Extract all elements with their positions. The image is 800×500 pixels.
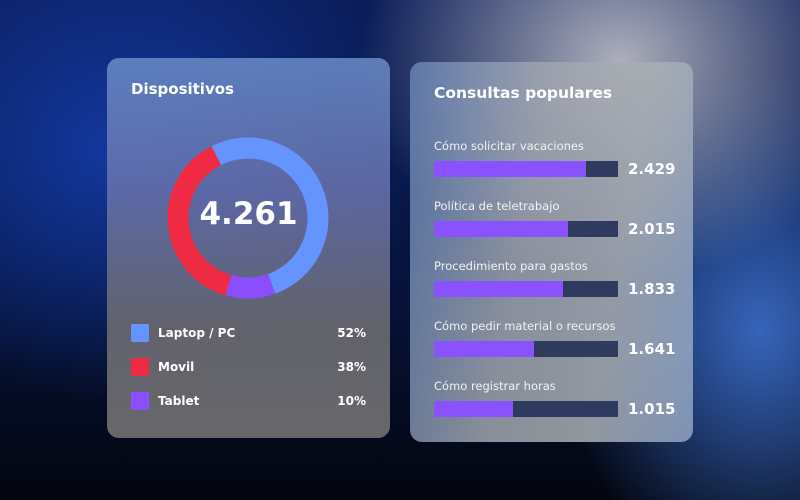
legend-swatch <box>131 392 149 410</box>
legend-label: Tablet <box>158 394 200 408</box>
legend-item-laptop: Laptop / PC 52% <box>131 323 366 343</box>
query-count: 2.429 <box>628 160 676 178</box>
query-bar-fill <box>434 341 534 357</box>
query-bar-track <box>434 221 618 237</box>
legend-pct: 52% <box>337 326 366 340</box>
query-count: 2.015 <box>628 220 676 238</box>
legend-item-tablet: Tablet 10% <box>131 391 366 411</box>
legend-label: Laptop / PC <box>158 326 236 340</box>
popular-title: Consultas populares <box>434 84 613 102</box>
query-count: 1.641 <box>628 340 676 358</box>
query-label: Cómo registrar horas <box>434 379 556 393</box>
devices-title: Dispositivos <box>131 80 234 98</box>
query-bar-fill <box>434 161 586 177</box>
query-label: Política de teletrabajo <box>434 199 560 213</box>
legend-swatch <box>131 358 149 376</box>
legend-pct: 38% <box>337 360 366 374</box>
query-bar-track <box>434 281 618 297</box>
query-bar-fill <box>434 281 563 297</box>
query-item: Procedimiento para gastos 1.833 <box>434 259 676 298</box>
popular-queries-card: Consultas populares Cómo solicitar vacac… <box>410 62 693 442</box>
devices-donut-chart <box>167 137 329 299</box>
legend-label: Movil <box>158 360 195 374</box>
donut-segment-tablet <box>225 273 276 299</box>
query-item: Política de teletrabajo 2.015 <box>434 199 676 238</box>
donut-segment-movil <box>167 146 232 296</box>
query-bar-track <box>434 401 618 417</box>
query-bar-track <box>434 341 618 357</box>
query-item: Cómo solicitar vacaciones 2.429 <box>434 139 676 178</box>
query-count: 1.833 <box>628 280 676 298</box>
query-bar-track <box>434 161 618 177</box>
donut-segment-laptop-pc <box>211 137 329 294</box>
devices-card: Dispositivos 4.261 Laptop / PC 52% Movil 3… <box>107 58 390 438</box>
query-label: Procedimiento para gastos <box>434 259 588 273</box>
query-count: 1.015 <box>628 400 676 418</box>
query-item: Cómo registrar horas 1.015 <box>434 379 676 418</box>
query-label: Cómo pedir material o recursos <box>434 319 616 333</box>
query-bar-fill <box>434 401 513 417</box>
query-label: Cómo solicitar vacaciones <box>434 139 584 153</box>
query-bar-fill <box>434 221 568 237</box>
legend-item-movil: Movil 38% <box>131 357 366 377</box>
legend-pct: 10% <box>337 394 366 408</box>
devices-total: 4.261 <box>199 196 298 232</box>
query-item: Cómo pedir material o recursos 1.641 <box>434 319 676 358</box>
legend-swatch <box>131 324 149 342</box>
